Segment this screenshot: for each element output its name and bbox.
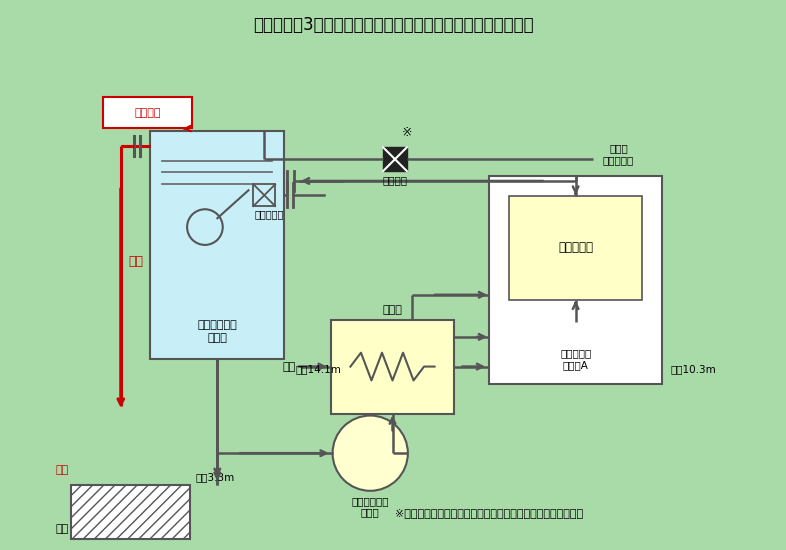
Circle shape [332,416,408,491]
Text: 燃料噴射弁: 燃料噴射弁 [558,241,593,254]
Text: 海抜14.1m: 海抜14.1m [296,364,342,374]
Text: ディーゼル
発電機A: ディーゼル 発電機A [560,348,591,370]
Text: 当該箇所: 当該箇所 [134,108,161,118]
Bar [150,131,284,359]
Text: 冷却器: 冷却器 [383,305,402,315]
Text: 燃料弁冷却水
ポンプ: 燃料弁冷却水 ポンプ [351,496,389,518]
Text: 冷却水
（脱塩水）: 冷却水 （脱塩水） [603,144,634,165]
Bar [383,147,407,171]
Bar [103,97,192,129]
Text: 溢水: 溢水 [55,465,68,475]
Text: 補給水弁: 補給水弁 [383,175,407,185]
Text: ※　通常は開であるが、漏えいを停止させるため、閉止した。: ※ 通常は開であるが、漏えいを停止させるため、閉止した。 [395,508,583,518]
Bar [489,176,663,384]
Text: 側溝: 側溝 [55,524,68,535]
Text: フロート弁: フロート弁 [255,209,284,219]
Bar [509,196,642,300]
Text: 海水: 海水 [283,361,296,372]
Bar [253,184,275,206]
Text: ※: ※ [402,126,412,139]
Text: 海抜10.3m: 海抜10.3m [670,364,716,374]
Bar [331,320,454,414]
Text: 伊方発電所3号機　非常用ディーゼル発電機冷却水系統概略図: 伊方発電所3号機 非常用ディーゼル発電機冷却水系統概略図 [252,15,534,34]
Bar [72,485,190,540]
Text: 海抜3.3m: 海抜3.3m [195,472,234,482]
Text: 燃料弁冷却水
タンク: 燃料弁冷却水 タンク [197,320,237,343]
Text: 流出: 流出 [129,255,144,268]
